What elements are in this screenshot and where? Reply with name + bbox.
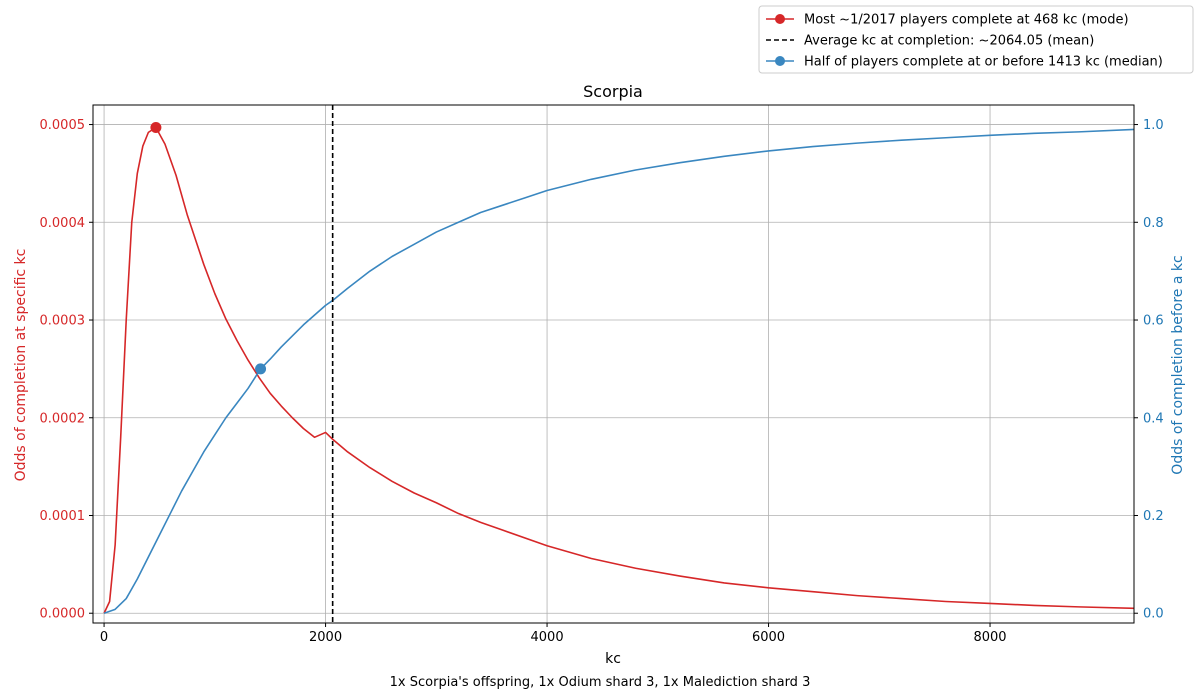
x-tick-label: 6000 [752,630,785,645]
y-axis-left: 0.0000 0.0001 0.0002 0.0003 0.0004 0.0005 [40,118,93,622]
footer-caption: 1x Scorpia's offspring, 1x Odium shard 3… [390,675,811,690]
mode-marker [150,121,162,133]
series-layer [103,126,1135,614]
pdf-series-line [103,126,1135,614]
y-axis-right: 0.0 0.2 0.4 0.6 0.8 1.0 [1134,118,1164,622]
y-left-tick-label: 0.0001 [40,509,86,524]
y-left-tick-label: 0.0003 [40,314,86,329]
x-tick-label: 4000 [531,630,564,645]
y-right-tick-label: 1.0 [1143,118,1164,133]
x-axis: 0 2000 4000 6000 8000 [100,623,1007,645]
x-tick-label: 2000 [309,630,342,645]
y-left-tick-label: 0.0004 [40,216,86,231]
x-tick-label: 0 [100,630,108,645]
legend-label: Average kc at completion: ~2064.05 (mean… [804,34,1094,49]
plot-frame [92,104,1135,624]
y-left-tick-label: 0.0005 [40,118,86,133]
y-axis-right-label: Odds of completion before a kc [1170,255,1186,474]
cdf-series-line [103,128,1135,614]
x-axis-label: kc [605,651,621,667]
y-axis-left-label: Odds of completion at specific kc [13,249,29,482]
legend-label: Half of players complete at or before 14… [804,55,1163,70]
y-left-tick-label: 0.0000 [40,607,86,622]
legend-box [758,5,1194,74]
y-right-tick-label: 0.4 [1143,411,1164,426]
legend-swatch-dot [775,14,785,24]
y-right-tick-label: 0.6 [1143,314,1164,329]
legend-label: Most ~1/2017 players complete at 468 kc … [804,13,1129,28]
x-tick-label: 8000 [973,630,1006,645]
marker-layer [150,105,334,623]
grid [93,105,1134,623]
median-marker [255,363,267,375]
y-right-tick-label: 0.2 [1143,509,1164,524]
chart-title: Scorpia [583,82,643,101]
legend: Most ~1/2017 players complete at 468 kc … [758,5,1194,74]
legend-swatch-dot [775,56,785,66]
y-right-tick-label: 0.8 [1143,216,1164,231]
y-left-tick-label: 0.0002 [40,411,86,426]
y-right-tick-label: 0.0 [1143,607,1164,622]
